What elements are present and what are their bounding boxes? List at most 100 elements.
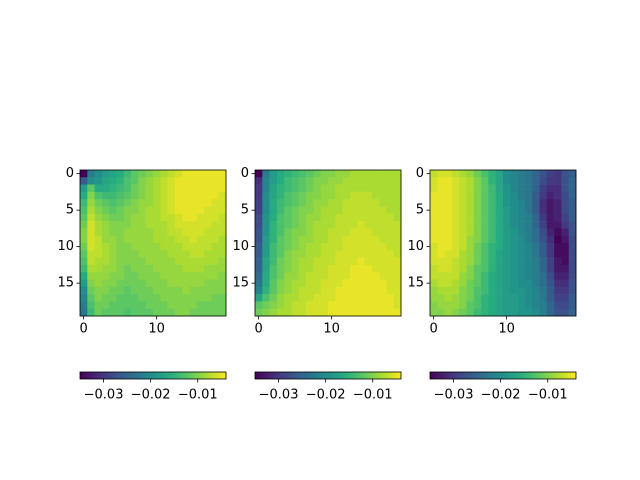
heatmap-cell [276,257,285,266]
heatmap-cell [561,301,569,309]
heatmap-cell [357,272,365,280]
heatmap-cell [386,184,394,193]
heatmap-cell [101,286,110,295]
heatmap-cell [116,228,125,236]
heatmap-cell [386,170,394,178]
x-tick-label: 10 [498,322,515,337]
heatmap-cell [430,272,438,280]
heatmap-cell [546,264,555,273]
heatmap-cell [349,294,358,302]
heatmap-cell [503,199,511,207]
heatmap-cell [94,213,103,222]
heatmap-cell [174,279,183,288]
heatmap-cell [306,213,314,222]
heatmap-cell [437,279,445,288]
heatmap-cell [211,250,219,258]
heatmap-cell [371,250,380,258]
heatmap-cell [430,250,438,258]
heatmap-cell [349,279,358,288]
heatmap-cell [313,170,321,178]
heatmap-cell [269,213,278,222]
heatmap-cell [167,199,176,207]
heatmap-cell [298,170,307,178]
heatmap-cell [218,221,227,229]
heatmap-cell [524,228,533,236]
heatmap-cell [444,257,453,266]
heatmap-cell [313,243,321,251]
heatmap-cell [481,213,489,222]
heatmap-cell [284,213,292,222]
heatmap-cell [371,184,380,193]
heatmap-cell [495,235,504,244]
heatmap-cell [94,243,103,251]
heatmap-cell [495,301,504,309]
heatmap-cell [320,308,329,317]
heatmap-cell [357,228,365,236]
heatmap-cell [167,228,176,236]
heatmap-cell [189,221,198,229]
heatmap-cell [145,184,154,193]
heatmap-cell [357,177,365,185]
heatmap-cell [524,170,533,178]
heatmap-cell [167,177,176,185]
heatmap-cell [174,250,183,258]
heatmap-cell [218,184,227,193]
heatmap-cell [473,279,482,288]
heatmap-cell [335,286,343,295]
heatmap-cell [218,213,227,222]
heatmap-cell [145,250,154,258]
heatmap-cell [451,228,460,236]
heatmap-cell [510,272,518,280]
heatmap-cell [116,177,125,185]
heatmap-cell [561,286,569,295]
heatmap-cell [554,206,562,215]
heatmap-cell [473,177,482,185]
heatmap-cell [255,213,263,222]
heatmap-cell [510,213,518,222]
heatmap-cell [298,177,307,185]
heatmap-cell [174,206,183,215]
heatmap-cell [313,235,321,244]
heatmap-cell [510,199,518,207]
heatmap-cell [167,250,176,258]
heatmap-cell [204,235,212,244]
heatmap-cell [349,191,358,200]
heatmap-cell [306,177,314,185]
heatmap-cell [153,286,161,295]
colorbar [79,371,227,380]
heatmap-cell [196,170,205,178]
heatmap-cell [153,294,161,302]
heatmap-cell [313,199,321,207]
heatmap-cell [291,279,300,288]
heatmap-cell [174,177,183,185]
heatmap-cell [524,308,533,317]
heatmap-cell [189,272,198,280]
heatmap-cell [517,272,526,280]
heatmap-cell [466,228,475,236]
heatmap-cell [153,235,161,244]
heatmap-cell [532,257,540,266]
heatmap-cell [546,177,555,185]
heatmap-cell [204,228,212,236]
heatmap-cell [430,199,438,207]
heatmap-cell [503,264,511,273]
heatmap-cell [160,221,168,229]
heatmap-cell [342,235,351,244]
heatmap-cell [517,257,526,266]
colorbar-tick-label: −0.02 [131,388,171,403]
heatmap-cell [473,191,482,200]
heatmap-cell [335,301,343,309]
heatmap-cell [276,184,285,193]
heatmap-cell [459,286,467,295]
heatmap-cell [342,272,351,280]
heatmap-cell [503,279,511,288]
heatmap-cell [160,301,168,309]
heatmap-cell [539,272,548,280]
heatmap-cell [167,308,176,317]
heatmap-cell [145,199,154,207]
heatmap-cell [328,272,336,280]
heatmap-cell [503,213,511,222]
heatmap-cell [189,294,198,302]
heatmap-cell [364,257,373,266]
heatmap-cell [393,308,402,317]
